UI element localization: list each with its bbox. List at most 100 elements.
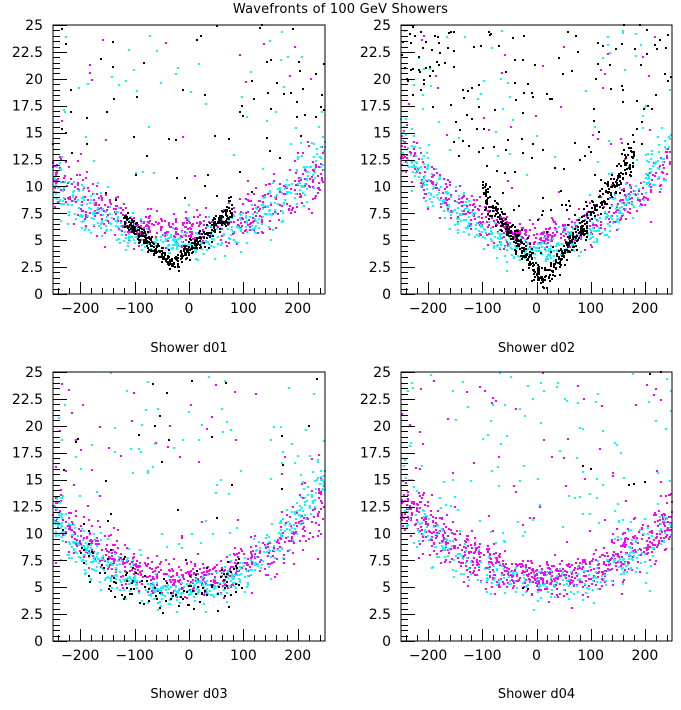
data-point [274,540,276,542]
data-point [440,197,442,199]
data-point [320,470,322,472]
data-point [235,241,237,243]
data-point [480,234,482,236]
data-point [192,251,194,253]
data-point [127,557,129,559]
data-point [555,229,557,231]
data-point [81,210,83,212]
y-tick-label: 5 [34,580,43,596]
data-point [317,192,319,194]
data-point [424,175,426,177]
data-point [107,561,109,563]
data-point [611,218,613,220]
data-point [83,562,85,564]
data-point [503,232,505,234]
data-point [306,166,308,168]
data-point [624,154,626,156]
data-point [322,181,324,183]
data-point [561,243,563,245]
data-point [501,233,503,235]
data-point [117,211,119,213]
data-point [100,58,102,60]
data-point [492,226,494,228]
data-point [608,140,610,142]
data-point [201,572,203,574]
data-point [284,188,286,190]
data-point [144,246,146,248]
data-point [453,50,455,52]
data-point [529,261,531,263]
data-point [115,213,117,215]
data-point [76,545,78,547]
data-point [243,565,245,567]
data-point [568,218,570,220]
data-point [514,82,516,84]
data-point [166,582,168,584]
data-point [589,220,591,222]
data-point [415,172,417,174]
x-tick-label: −100 [463,301,501,317]
data-point [76,539,78,541]
data-point [158,589,160,591]
data-point [432,181,434,183]
data-point [102,208,104,210]
data-point [502,213,504,215]
data-point [542,242,544,244]
data-point [196,580,198,582]
data-point [596,239,598,241]
data-point [549,98,551,100]
data-point [474,236,476,238]
data-point [272,182,274,184]
data-point [281,462,283,464]
data-point [218,586,220,588]
data-point [605,190,607,192]
data-point [321,502,323,504]
data-point [62,540,64,542]
data-point [88,530,90,532]
data-point [90,199,92,201]
data-point [134,242,136,244]
y-tick-label: 15 [25,473,43,489]
data-point [152,571,154,573]
data-point [239,54,241,56]
data-point [256,549,258,551]
data-point [180,235,182,237]
data-point [508,245,510,247]
data-point [666,155,668,157]
data-point [167,231,169,233]
data-point [61,120,63,122]
data-point [533,234,535,236]
data-point [83,545,85,547]
data-point [608,173,610,175]
data-point [450,194,452,196]
data-point [606,213,608,215]
data-point [301,56,303,58]
data-point [238,552,240,554]
data-point [175,220,177,222]
data-point [544,269,546,271]
data-point [123,240,125,242]
data-point [435,75,437,77]
data-point [494,109,496,111]
data-point [122,209,124,211]
data-point [231,484,233,486]
data-point [249,569,251,571]
data-point [133,217,135,219]
data-point [82,539,84,541]
data-point [165,240,167,242]
data-point [547,242,549,244]
data-point [590,213,592,215]
data-point [170,586,172,588]
data-point [146,565,148,567]
data-point [577,568,579,570]
data-point [485,216,487,218]
data-point [654,175,656,177]
data-point [220,576,222,578]
data-point [122,587,124,589]
data-point [186,232,188,234]
data-point [645,192,647,194]
data-point [183,250,185,252]
data-point [141,233,143,235]
data-point [93,211,95,213]
data-point [201,248,203,250]
